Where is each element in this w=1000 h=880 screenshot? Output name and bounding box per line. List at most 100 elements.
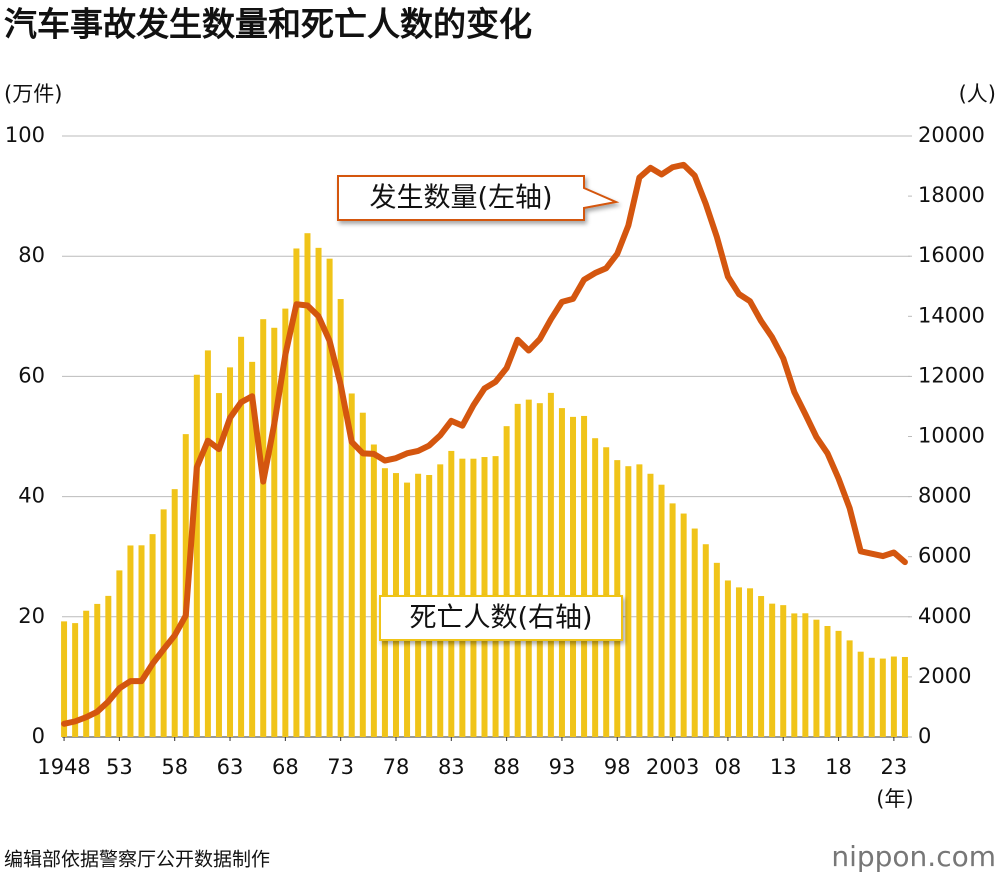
y-tick-label: 100 <box>5 123 45 147</box>
bar <box>603 447 610 737</box>
x-tick-label: 18 <box>825 755 852 779</box>
bar <box>72 623 79 737</box>
x-tick-label: 78 <box>383 755 410 779</box>
callout-box <box>337 175 620 221</box>
bar <box>160 509 167 737</box>
y2-tick-label: 20000 <box>918 123 985 147</box>
bar <box>260 319 267 737</box>
bar <box>901 656 908 737</box>
bar <box>791 613 798 737</box>
bar <box>525 399 532 737</box>
bar <box>227 367 234 737</box>
bar <box>315 247 322 737</box>
bar <box>691 528 698 737</box>
x-tick-label: 08 <box>715 755 742 779</box>
series-label: 发生数量(左轴) <box>369 183 552 214</box>
y2-tick-label: 4000 <box>918 604 971 628</box>
bar <box>149 534 156 737</box>
bar <box>780 605 787 737</box>
bar <box>127 545 134 737</box>
x-tick-label: 1948 <box>37 755 90 779</box>
line <box>61 161 908 727</box>
bar <box>514 403 521 737</box>
bar <box>747 588 754 737</box>
y2-tick-label: 12000 <box>918 363 985 387</box>
x-tick-label: 13 <box>770 755 797 779</box>
bar <box>282 308 289 737</box>
bar <box>348 393 355 737</box>
bar <box>558 408 565 737</box>
bar <box>769 603 776 737</box>
bar <box>890 656 897 737</box>
bar <box>370 444 377 737</box>
x-tick-label: 23 <box>881 755 908 779</box>
bar <box>116 570 123 737</box>
bar <box>813 619 820 737</box>
bar <box>448 450 455 737</box>
x-tick-label: 63 <box>217 755 244 779</box>
x-tick-label: 58 <box>161 755 188 779</box>
bar <box>669 503 676 737</box>
bar <box>138 545 145 737</box>
x-tick-label: 83 <box>438 755 465 779</box>
y2-tick-label: 2000 <box>918 664 971 688</box>
x-axis-unit: (年) <box>876 787 913 811</box>
bar <box>193 374 200 737</box>
bar <box>702 544 709 737</box>
chart-title: 汽车事故发生数量和死亡人数的变化 <box>4 5 532 44</box>
y2-tick-label: 18000 <box>918 183 985 207</box>
callout-box <box>379 595 623 641</box>
x-tick-label: 98 <box>604 755 631 779</box>
source-note: 编辑部依据警察厅公开数据制作 <box>4 849 270 871</box>
bar <box>735 587 742 737</box>
bar <box>824 625 831 737</box>
bar <box>868 657 875 737</box>
bar <box>503 426 510 737</box>
y2-axis-unit: (人) <box>959 82 996 106</box>
y-tick-label: 60 <box>18 363 45 387</box>
y-tick-label: 40 <box>18 484 45 508</box>
y2-tick-label: 6000 <box>918 544 971 568</box>
bar <box>337 299 344 737</box>
bar <box>204 350 211 737</box>
bar <box>83 610 90 737</box>
bar <box>713 562 720 737</box>
bar <box>625 466 632 737</box>
y-axis-unit: (万件) <box>4 82 62 106</box>
bar <box>570 416 577 737</box>
bar <box>592 438 599 737</box>
bar <box>636 464 643 737</box>
bar <box>105 595 112 737</box>
bar <box>857 651 864 737</box>
bar <box>758 596 765 737</box>
bar <box>536 403 543 737</box>
y-tick-label: 20 <box>18 604 45 628</box>
x-tick-label: 73 <box>327 755 354 779</box>
bar <box>581 415 588 737</box>
bar <box>835 630 842 737</box>
x-tick-label: 53 <box>106 755 133 779</box>
y2-tick-label: 0 <box>918 724 931 748</box>
series-label: 死亡人数(右轴) <box>409 603 592 634</box>
bar <box>326 258 333 737</box>
bar <box>647 473 654 737</box>
bar <box>293 248 300 737</box>
bar <box>238 336 245 737</box>
bar <box>359 412 366 737</box>
bar <box>304 233 311 738</box>
y-tick-label: 0 <box>32 724 45 748</box>
y2-tick-label: 14000 <box>918 303 985 327</box>
x-tick-label: 88 <box>493 755 520 779</box>
bar <box>94 603 101 737</box>
bar <box>171 489 178 737</box>
bar <box>61 621 68 737</box>
bar <box>547 392 554 737</box>
x-tick-label: 93 <box>549 755 576 779</box>
bar <box>680 513 687 737</box>
y2-tick-label: 16000 <box>918 243 985 267</box>
y2-tick-label: 8000 <box>918 484 971 508</box>
bar <box>215 393 222 737</box>
x-tick-label: 68 <box>272 755 299 779</box>
bar <box>846 640 853 737</box>
